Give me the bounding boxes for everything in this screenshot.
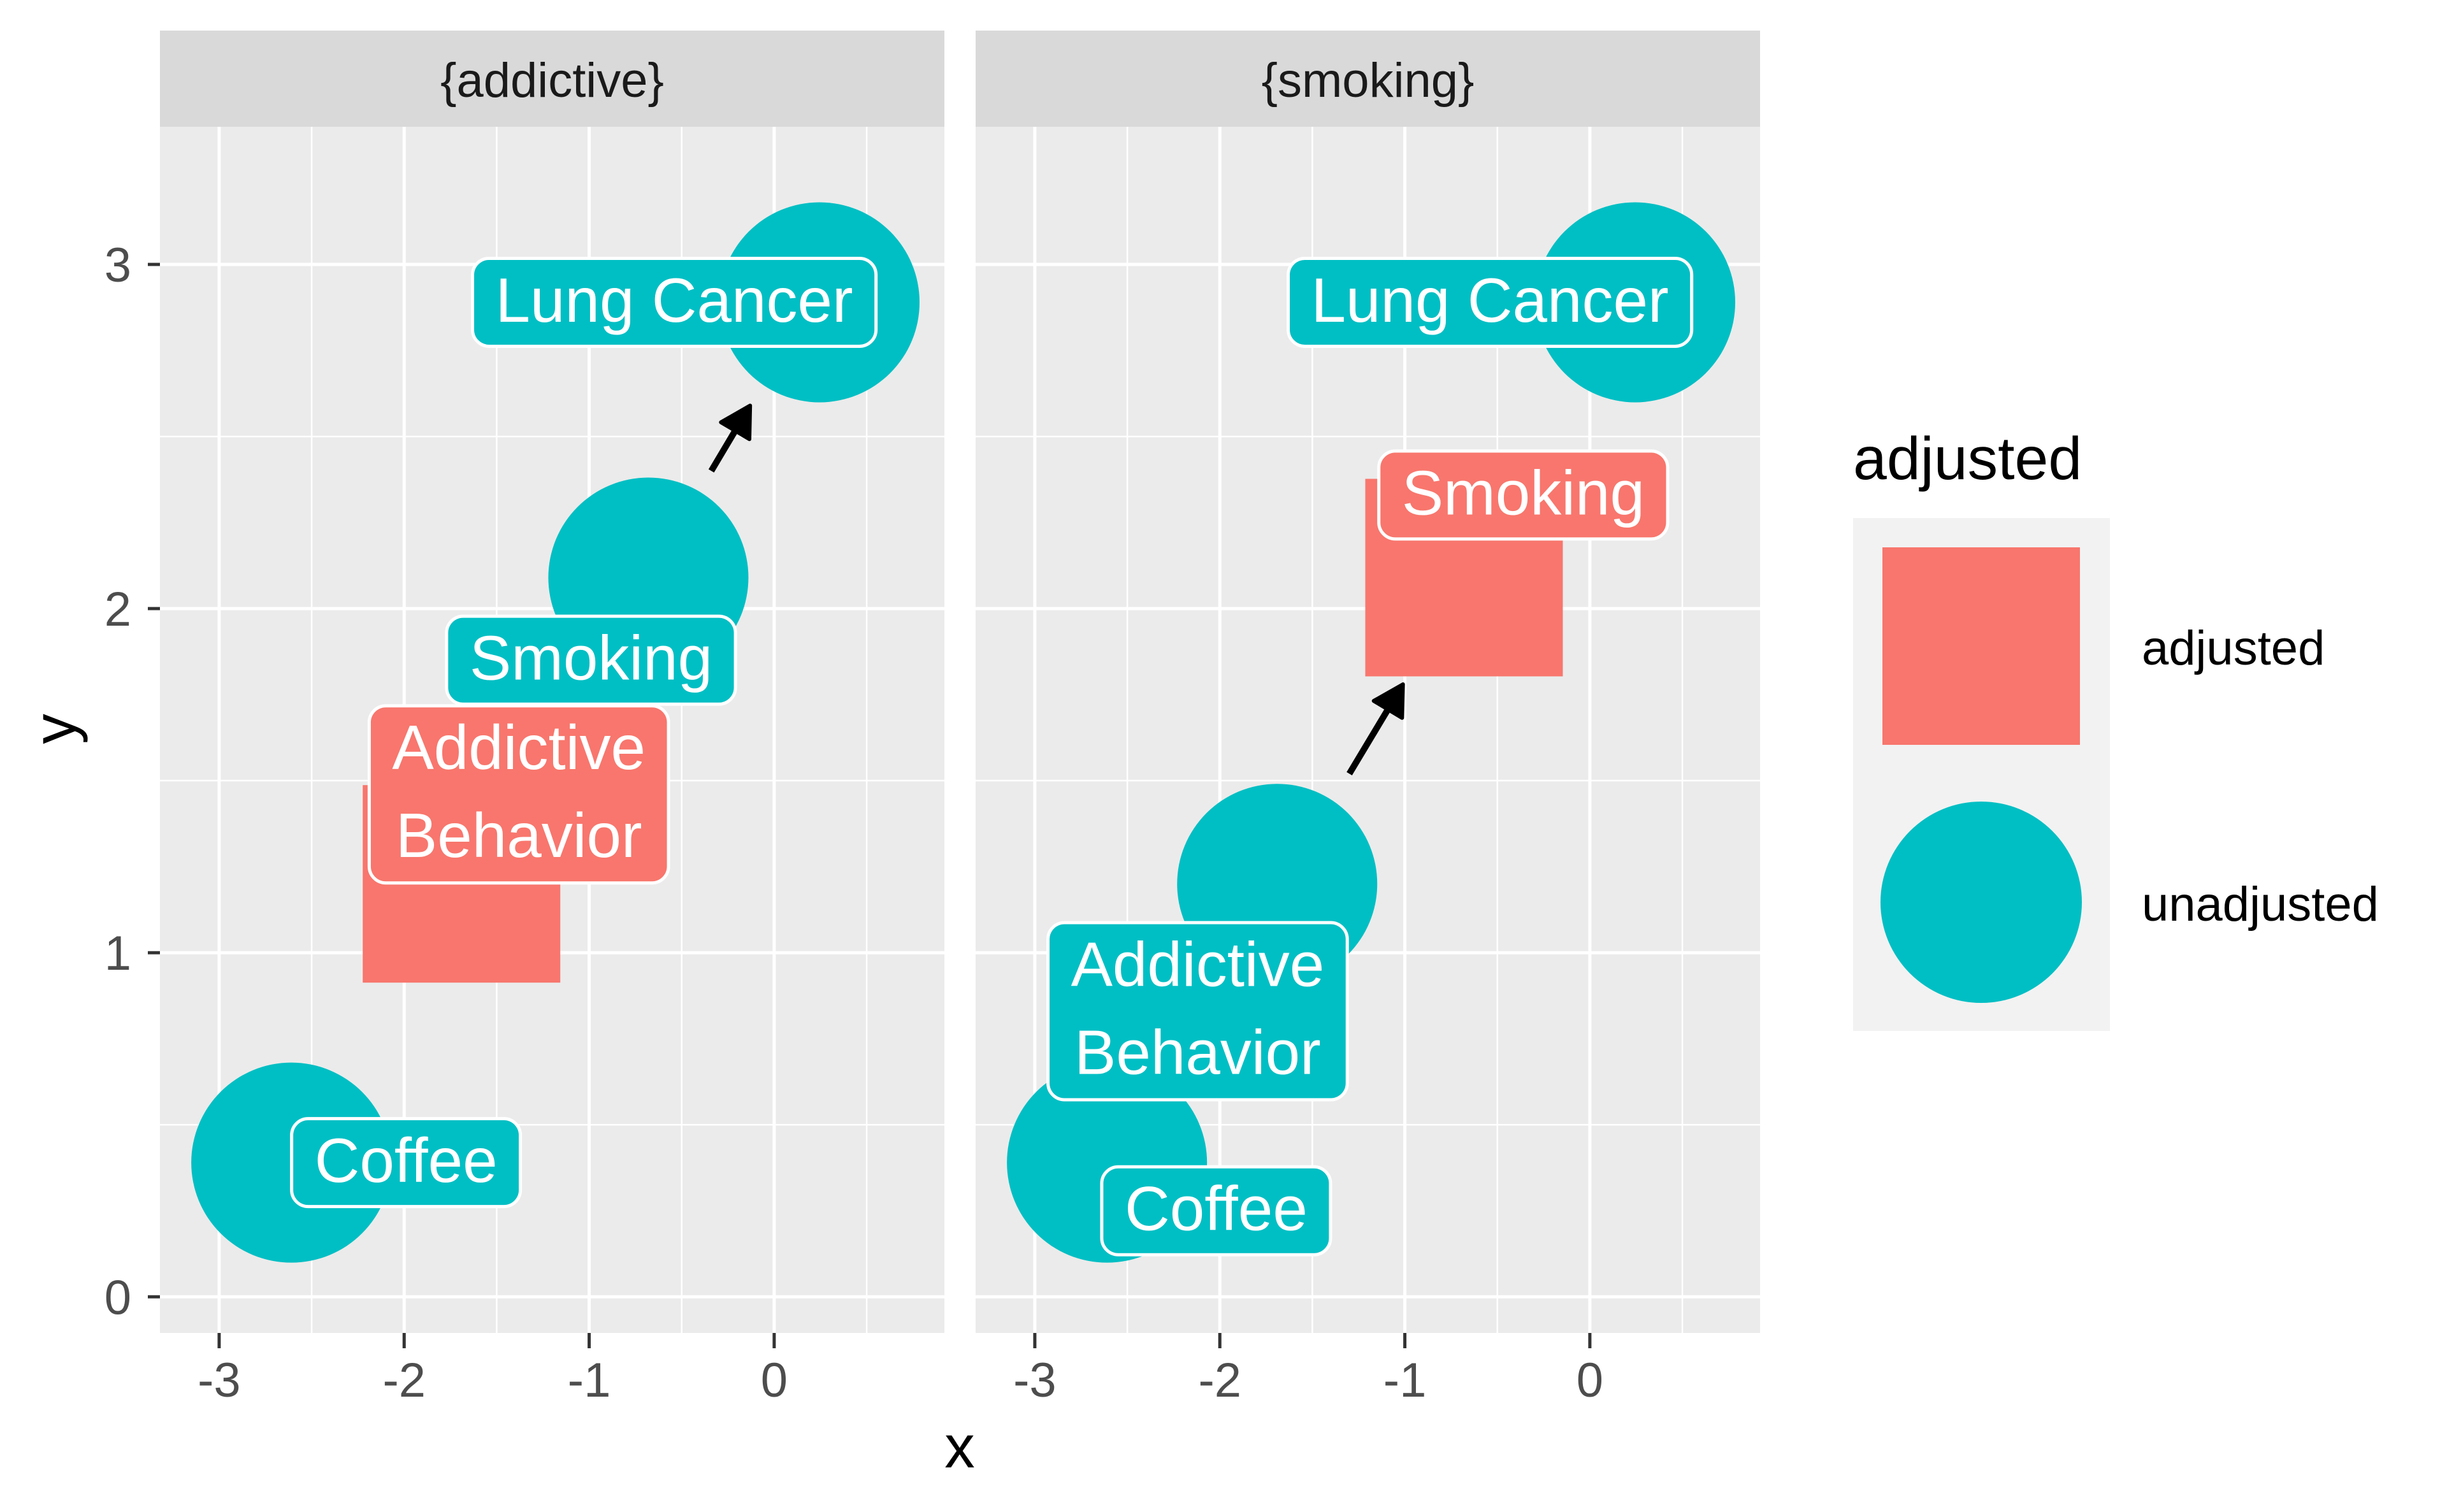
x-tick-label: -1 xyxy=(1383,1353,1427,1408)
label-box xyxy=(471,256,878,348)
label-text: Coffee xyxy=(315,1125,498,1195)
edge-addictive-to-smoking xyxy=(1346,707,1391,775)
facet-strip-label: {addictive} xyxy=(440,54,664,108)
x-tick-label: 0 xyxy=(761,1353,788,1408)
facet-panel-addictive: {addictive} Lung Cancer Smoking Addictive B… xyxy=(160,31,944,1333)
label-box xyxy=(1046,921,1349,1102)
label-text: Addictive xyxy=(1071,929,1325,999)
edges xyxy=(1346,682,1405,775)
arrowhead-icon xyxy=(1371,682,1405,720)
facet-strip-label: {smoking} xyxy=(1262,54,1475,108)
y-tick-label: 1 xyxy=(105,926,131,981)
legend-label-adjusted: adjusted xyxy=(2142,621,2325,675)
label-box xyxy=(1377,449,1670,541)
node-labels: Lung Cancer Smoking Addictive Behavior Coffe… xyxy=(290,256,878,1209)
y-tick-label: 2 xyxy=(105,582,131,637)
y-tick-label: 0 xyxy=(105,1271,131,1325)
x-tick-label: -2 xyxy=(1198,1353,1241,1408)
node-label-addictive: Addictive Behavior xyxy=(1046,921,1349,1102)
arrowhead-icon xyxy=(719,403,753,442)
facet-strip-background xyxy=(160,31,944,127)
y-axis: 0 1 2 3 xyxy=(105,238,160,1325)
label-text: Smoking xyxy=(1402,457,1645,528)
node-label-smoking: Smoking xyxy=(1377,449,1670,541)
legend-label-unadjusted: unadjusted xyxy=(2142,877,2379,932)
node-labels: Lung Cancer Smoking Addictive Behavior Coffe… xyxy=(1046,256,1694,1256)
legend-key-adjusted-square xyxy=(1882,547,2080,745)
label-box xyxy=(1287,256,1694,348)
edges xyxy=(708,403,753,473)
x-tick-label: -3 xyxy=(1013,1353,1057,1408)
x-tick-label: -2 xyxy=(382,1353,426,1408)
x-axis: -3 -2 -1 0 -3 -2 -1 0 xyxy=(198,1333,1603,1408)
x-axis-title: x xyxy=(944,1413,975,1481)
label-text: Coffee xyxy=(1125,1174,1308,1244)
node-label-lung_cancer: Lung Cancer xyxy=(1287,256,1694,348)
label-text: Lung Cancer xyxy=(1311,265,1669,335)
node-label-smoking: Smoking xyxy=(445,614,737,706)
node-label-coffee: Coffee xyxy=(290,1117,523,1209)
legend: adjusted adjusted unadjusted xyxy=(1853,425,2379,1031)
y-tick-label: 3 xyxy=(105,238,131,292)
label-text: Smoking xyxy=(470,623,712,693)
facet-strip-background xyxy=(976,31,1760,127)
node-label-addictive: Addictive Behavior xyxy=(367,704,670,885)
node-label-lung_cancer: Lung Cancer xyxy=(471,256,878,348)
facet-panel-smoking: {smoking} Lung Cancer Smoking Addictive Beh… xyxy=(976,31,1760,1333)
label-text: Behavior xyxy=(1074,1017,1321,1087)
y-axis-title: y xyxy=(21,714,89,744)
label-box xyxy=(290,1117,523,1209)
label-text: Lung Cancer xyxy=(496,265,853,335)
legend-title: adjusted xyxy=(1853,425,2082,493)
x-tick-label: -3 xyxy=(198,1353,241,1408)
label-text: Addictive xyxy=(392,712,646,782)
legend-key-unadjusted-circle xyxy=(1880,802,2082,1003)
x-tick-label: -1 xyxy=(568,1353,611,1408)
node-label-coffee: Coffee xyxy=(1100,1165,1332,1256)
label-box xyxy=(367,704,670,885)
edge-smoking-to-lung_cancer xyxy=(708,429,738,473)
label-box xyxy=(445,614,737,706)
label-text: Behavior xyxy=(396,800,642,870)
x-tick-label: 0 xyxy=(1577,1353,1603,1408)
label-box xyxy=(1100,1165,1332,1256)
